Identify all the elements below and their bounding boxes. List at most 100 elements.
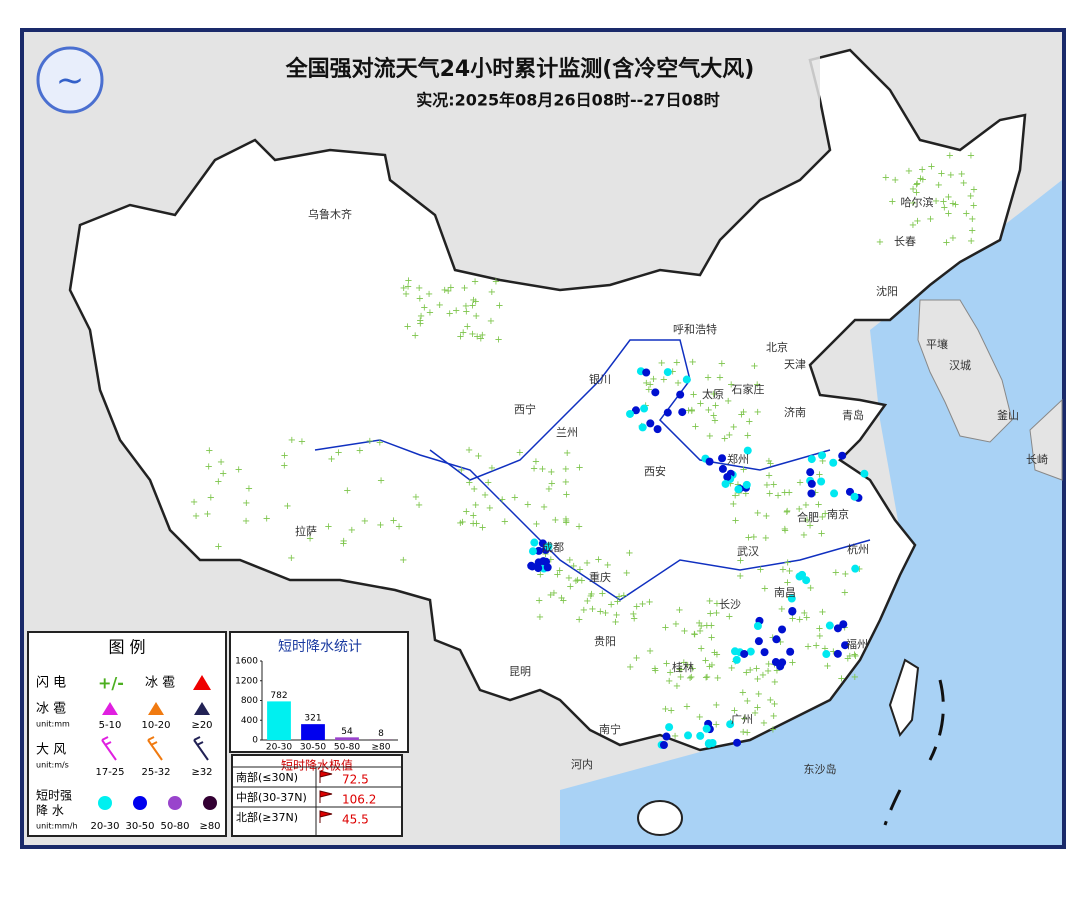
lightning: +	[672, 619, 680, 630]
lightning: +	[594, 555, 602, 566]
lightning: +	[287, 553, 295, 564]
rain-dot	[806, 468, 814, 476]
bar	[267, 701, 291, 740]
lightning: +	[498, 495, 506, 506]
rain-dot	[684, 731, 692, 739]
title: 全国强对流天气24小时累计监测(含冷空气大风)	[285, 56, 755, 82]
y-tick-label: 1200	[235, 676, 258, 686]
lightning: +	[625, 548, 633, 559]
legend-level: 5-10	[99, 720, 122, 731]
rain-dot	[664, 368, 672, 376]
legend-level: 30-50	[125, 821, 154, 832]
lightning: +	[548, 479, 556, 490]
lightning: +	[283, 501, 291, 512]
lightning: +	[532, 519, 540, 530]
chart-title: 短时降水统计	[278, 639, 362, 655]
lightning: +	[725, 611, 733, 622]
rain-dot	[826, 622, 834, 630]
lightning: +	[583, 558, 591, 569]
lightning: +	[706, 431, 714, 442]
rain-dot	[838, 452, 846, 460]
lightning: +	[832, 567, 840, 578]
lightning: +	[680, 626, 688, 637]
rain-dot	[786, 648, 794, 656]
legend-label: 冰 雹	[145, 676, 175, 691]
lightning: +	[744, 431, 752, 442]
region: 北部(≥37N)	[236, 810, 298, 824]
rain-dot	[651, 388, 659, 396]
logo-mark: ~	[56, 61, 85, 101]
lightning: +	[530, 464, 538, 475]
lightning: +	[876, 237, 884, 248]
value-label: 782	[270, 691, 287, 701]
lightning: +	[494, 335, 502, 346]
lightning: +	[967, 150, 975, 161]
lightning: +	[588, 604, 596, 615]
lightning: +	[714, 673, 722, 684]
lightning: +	[411, 331, 419, 342]
lightning: +	[778, 604, 786, 615]
lightning: +	[661, 623, 669, 634]
lightning: +	[399, 555, 407, 566]
lightning: +	[404, 276, 412, 287]
lightning: +	[710, 648, 718, 659]
rain-dot	[817, 477, 825, 485]
place-label: 石家庄	[732, 382, 765, 396]
x-tick-label: 20-30	[266, 743, 292, 753]
rain-dot	[740, 650, 748, 658]
legend-level: 10-20	[141, 720, 170, 731]
rain-dot	[829, 459, 837, 467]
subtitle: 实况:2025年08月26日08时--27日08时	[416, 91, 720, 110]
lightning: +	[559, 596, 567, 607]
lightning: +	[415, 500, 423, 511]
lightning: +	[234, 464, 242, 475]
lightning: +	[562, 490, 570, 501]
lightning: +	[697, 643, 705, 654]
extreme-value: 72.5	[342, 773, 369, 787]
lightning: +	[562, 464, 570, 475]
lightning: +	[501, 517, 509, 528]
lightning: +	[626, 662, 634, 673]
lightning: +	[334, 447, 342, 458]
place-label: 济南	[784, 405, 806, 419]
lightning: +	[736, 571, 744, 582]
lightning: +	[205, 446, 213, 457]
lightning: +	[942, 237, 950, 248]
place-label: 昆明	[509, 665, 531, 678]
y-tick-label: 1600	[235, 657, 258, 667]
rain-dot	[830, 489, 838, 497]
rain-dot	[646, 419, 654, 427]
lightning: +	[469, 519, 477, 530]
place-label: 长春	[894, 235, 916, 248]
lightning: +	[415, 283, 423, 294]
rain-dot	[834, 650, 842, 658]
lightning: +	[673, 681, 681, 692]
rain-dot	[808, 480, 816, 488]
lightning: +	[481, 490, 489, 501]
place-label: 拉萨	[295, 524, 317, 538]
lightning: +	[851, 672, 859, 683]
place-label: 哈尔滨	[901, 195, 934, 209]
lightning: +	[550, 588, 558, 599]
lightning: +	[823, 661, 831, 672]
place-label: 郑州	[727, 452, 749, 466]
lightning: +	[190, 497, 198, 508]
lightning: +	[704, 372, 712, 383]
lightning: +	[756, 564, 764, 575]
value-label: 54	[341, 727, 353, 737]
lightning: +	[745, 416, 753, 427]
x-tick-label: ≥80	[372, 743, 391, 753]
place-label: 太原	[702, 388, 724, 401]
lightning: +	[946, 150, 954, 161]
place-label: 西宁	[514, 402, 536, 416]
lightning: +	[551, 515, 559, 526]
legend-title: 图 例	[108, 638, 145, 657]
lightning: +	[766, 459, 774, 470]
rain-dot	[733, 656, 741, 664]
place-label: 釜山	[997, 408, 1019, 422]
lightning: +	[535, 596, 543, 607]
legend-level: 25-32	[141, 767, 170, 778]
rain-dot	[696, 732, 704, 740]
lightning: +	[783, 506, 791, 517]
y-tick-label: 400	[241, 716, 258, 726]
